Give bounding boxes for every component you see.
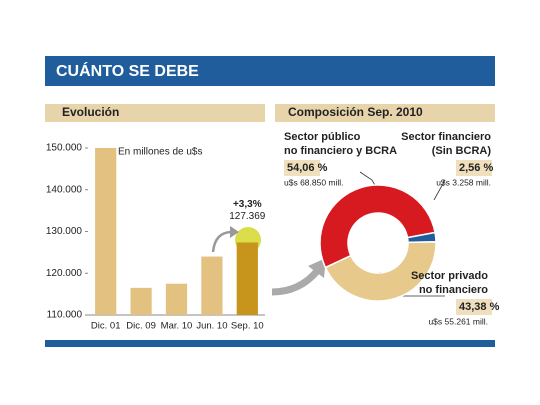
y-tick-label: 130.000: [46, 226, 83, 237]
arrow-head: [230, 226, 239, 238]
value-box: [456, 160, 492, 176]
bar: [165, 283, 188, 315]
bar: [130, 287, 152, 315]
arrow: [271, 267, 321, 296]
slice-label: Sector público: [284, 131, 361, 143]
section-title: Composición Sep. 2010: [288, 105, 423, 119]
x-tick-label: Dic. 01: [91, 321, 121, 332]
value-label: 127.369: [229, 211, 266, 222]
section-title: Evolución: [62, 105, 119, 119]
x-tick-label: Dic. 09: [126, 321, 156, 332]
bar: [236, 242, 258, 315]
bar: [201, 256, 223, 315]
slice-label: Sector financiero: [401, 131, 491, 143]
slice-label: no financiero y BCRA: [284, 145, 397, 157]
x-tick-label: Jun. 10: [196, 321, 227, 332]
subtitle: En millones de u$s: [118, 147, 203, 158]
value-box: [284, 160, 320, 176]
x-tick-label: Mar. 10: [161, 321, 193, 332]
footer-bar: [45, 340, 495, 347]
y-tick-label: 140.000: [46, 184, 83, 195]
x-tick-label: Sep. 10: [231, 321, 264, 332]
header-bar: [45, 56, 495, 86]
donut-slice: [319, 184, 436, 269]
section-bar: [45, 104, 265, 122]
value-label: 54,06 %: [287, 162, 328, 174]
header-title: CUÁNTO SE DEBE: [56, 61, 199, 80]
arrow-head: [308, 258, 326, 278]
donut-slice: [324, 241, 437, 302]
note: u$s 68.850 mill.: [284, 177, 344, 187]
y-tick-label: 110.000: [47, 310, 83, 321]
slice-label: no financiero: [419, 284, 488, 296]
note: u$s 55.261 mill.: [428, 316, 488, 326]
value-label: 2,56 %: [459, 162, 493, 174]
annotation: +3,3%: [233, 199, 262, 210]
y-tick-label: 150.000: [46, 143, 83, 154]
section-bar: [275, 104, 495, 122]
note: u$s 3.258 mill.: [436, 177, 491, 187]
value-box: [456, 299, 492, 315]
arrow: [211, 230, 233, 253]
bar: [95, 148, 117, 315]
slice-label: Sector privado: [411, 270, 488, 282]
slice-label: (Sin BCRA): [432, 145, 492, 157]
leader-line: [433, 179, 446, 201]
value-label: 43,38 %: [459, 301, 500, 313]
y-tick-label: 120.000: [46, 268, 83, 279]
